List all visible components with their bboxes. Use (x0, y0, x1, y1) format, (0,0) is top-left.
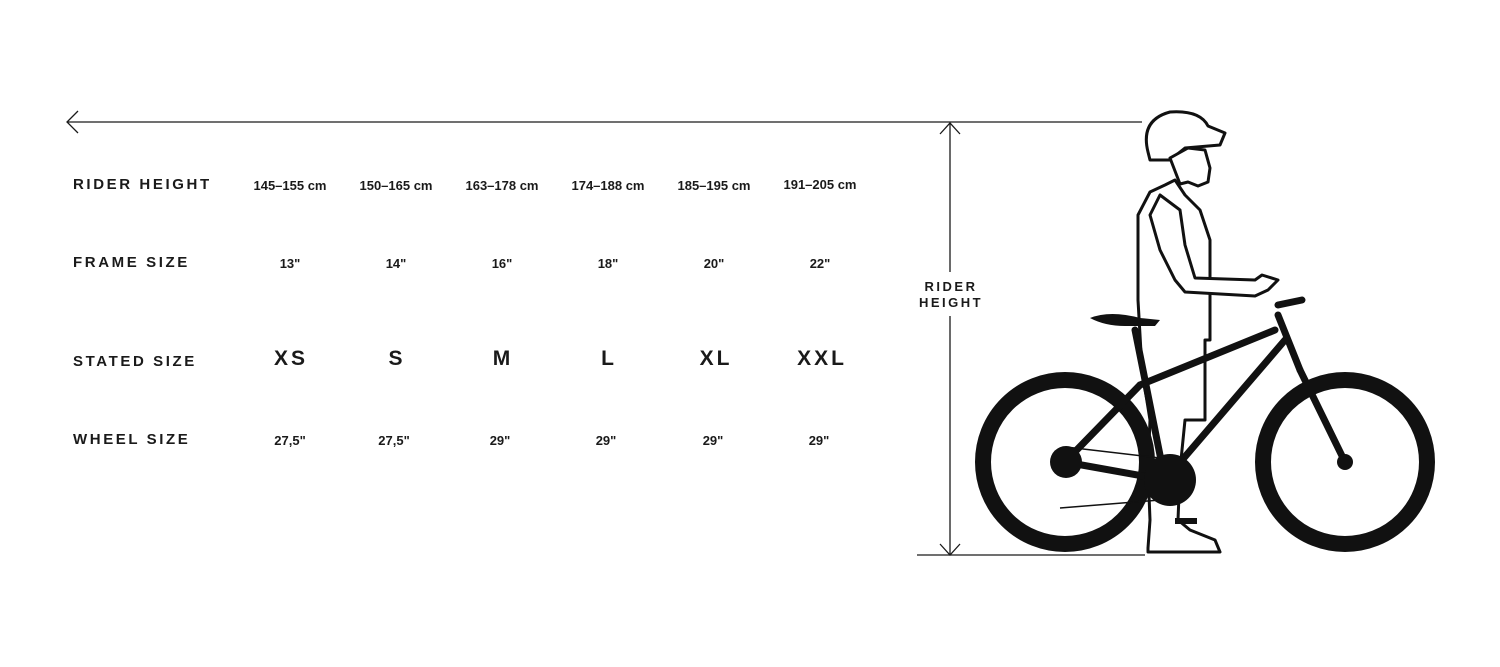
wheel-size-cell: 29" (702, 433, 724, 448)
frame-size-cell: 20" (703, 256, 725, 271)
stated-size-cell: S (388, 347, 406, 370)
stated-size-cell: L (601, 347, 617, 370)
frame-size-cell: 18" (597, 256, 619, 271)
wheel-size-cell: 29" (489, 433, 511, 448)
frame-size-cell: 14" (385, 256, 407, 271)
wheel-size-cell: 27,5" (378, 433, 410, 448)
stated-size-cell: M (492, 347, 514, 370)
dimension-label-line1: RIDER (924, 279, 978, 294)
frame-size-cell: 22" (809, 256, 831, 271)
rider-height-cell: 185–195 cm (677, 178, 751, 193)
frame-size-cell: 13" (279, 256, 301, 271)
rider-height-dimension-label: RIDER HEIGHT (905, 279, 997, 311)
row-label-stated-size: STATED SIZE (73, 353, 197, 370)
stated-size-cell: XS (273, 347, 308, 370)
wheel-size-cell: 27,5" (274, 433, 306, 448)
rider-height-cell: 191–205 cm (783, 177, 857, 192)
arrow-left-icon (66, 110, 1142, 134)
stated-size-cell: XXL (797, 347, 847, 370)
rider-height-cell: 145–155 cm (253, 178, 327, 193)
rider-height-cell: 163–178 cm (465, 178, 539, 193)
wheel-size-cell: 29" (595, 433, 617, 448)
height-dimension-line (917, 122, 1145, 556)
rider-height-cell: 150–165 cm (359, 178, 433, 193)
rider-with-bike-illustration (975, 110, 1435, 554)
wheel-size-cell: 29" (808, 433, 830, 448)
stated-size-cell: XL (699, 347, 733, 370)
rider-height-cell: 174–188 cm (571, 178, 645, 193)
row-label-frame-size: FRAME SIZE (73, 254, 190, 271)
row-label-wheel-size: WHEEL SIZE (73, 431, 191, 448)
frame-size-cell: 16" (491, 256, 513, 271)
dimension-label-line2: HEIGHT (918, 295, 984, 310)
row-label-rider-height: RIDER HEIGHT (73, 176, 212, 193)
